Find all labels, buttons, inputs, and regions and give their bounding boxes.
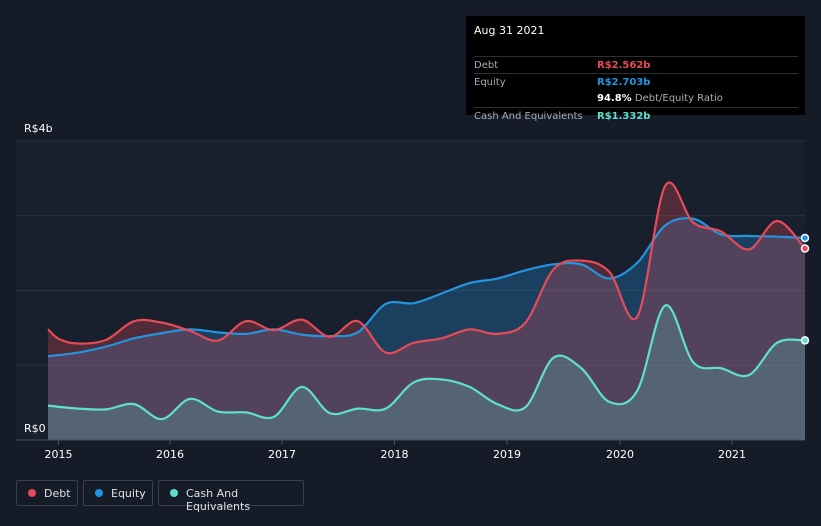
tooltip-debt-value: R$2.562b [597, 60, 651, 71]
legend-cash-button[interactable]: Cash And Equivalents [158, 480, 304, 513]
tooltip-equity-label: Equity [474, 77, 506, 88]
tooltip-row-ratio: 94.8% Debt/Equity Ratio [474, 90, 798, 107]
legend-equity-label: Equity [111, 487, 146, 500]
equity-line [47, 217, 806, 358]
gridlines [16, 140, 805, 366]
tooltip-row-debt: Debt R$2.562b [474, 56, 798, 74]
legend-cash-dot-icon [170, 489, 178, 497]
debt-end-point [800, 244, 810, 253]
tooltip-panel: Aug 31 2021 Debt R$2.562b Equity R$2.703… [466, 16, 805, 122]
legend-debt-dot-icon [28, 489, 36, 497]
cash-and-equivalents-area [48, 305, 805, 440]
tooltip-equity-value: R$2.703b [597, 77, 651, 88]
legend-cash-label: Cash And Equivalents [186, 487, 251, 513]
tooltip-date: Aug 31 2021 [474, 24, 545, 37]
x-tick-label: 2020 [606, 448, 634, 461]
tooltip-ratio-value: 94.8% [597, 93, 632, 104]
series-areas [48, 182, 805, 440]
legend-equity-button[interactable]: Equity [83, 480, 153, 506]
x-tick-label: 2015 [45, 448, 73, 461]
legend-debt-button[interactable]: Debt [16, 480, 78, 506]
x-tick-label: 2021 [718, 448, 746, 461]
series-lines [47, 181, 806, 421]
tooltip-ratio-label: Debt/Equity Ratio [634, 93, 723, 104]
debt-area [48, 182, 805, 440]
cash-and-equivalents-end-point [800, 336, 810, 345]
tooltip-cash-value: R$1.332b [597, 111, 651, 122]
equity-area [48, 218, 805, 440]
tooltip-cash-label: Cash And Equivalents [474, 111, 583, 122]
y-axis-top-label: R$4b [24, 122, 53, 135]
equity-end-point [800, 233, 810, 243]
y-axis-bottom-label: R$0 [24, 422, 46, 435]
tooltip-debt-label: Debt [474, 60, 499, 71]
legend-debt-label: Debt [44, 487, 71, 500]
tooltip-row-cash: Cash And Equivalents R$1.332b [474, 107, 798, 125]
series-end-markers [800, 233, 810, 345]
cash-and-equivalents-line [47, 304, 806, 421]
x-tick-label: 2019 [493, 448, 521, 461]
legend-equity-dot-icon [95, 489, 103, 497]
tooltip-row-equity: Equity R$2.703b [474, 73, 798, 91]
x-tick-label: 2018 [381, 448, 409, 461]
x-axis-ticks: 2015 2016 2017 2018 2019 2020 2021 [45, 440, 746, 461]
tooltip-ratio: 94.8% Debt/Equity Ratio [597, 93, 723, 104]
x-tick-label: 2016 [156, 448, 184, 461]
debt-line [47, 181, 806, 355]
x-tick-label: 2017 [268, 448, 296, 461]
